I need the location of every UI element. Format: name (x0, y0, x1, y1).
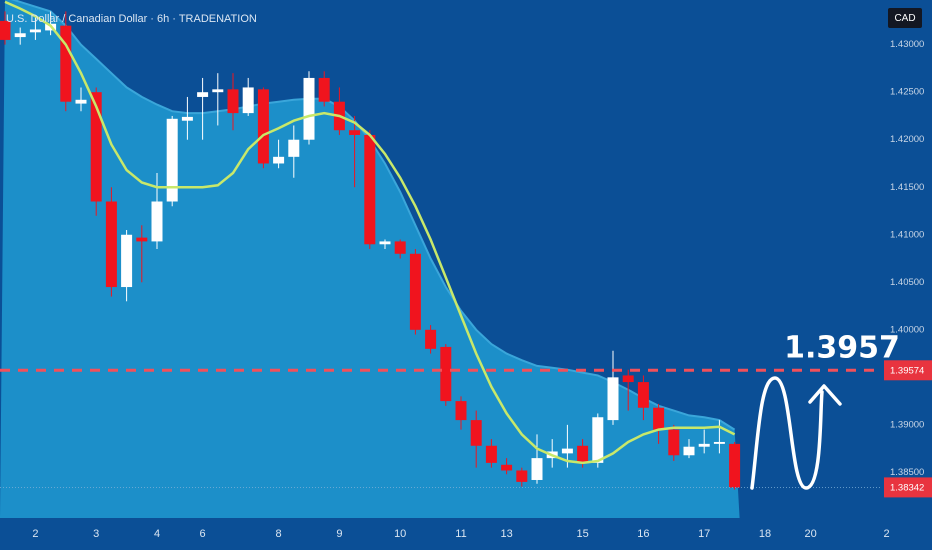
y-tick-label: 1.41500 (890, 182, 924, 193)
y-tick-label: 1.42000 (890, 134, 924, 145)
candle-body (181, 116, 193, 121)
candle-body (394, 241, 406, 254)
x-tick-label: 2 (884, 528, 890, 540)
price-tag (884, 477, 932, 498)
candle-body (637, 382, 649, 408)
arrow-drawing (750, 376, 842, 490)
candle-body (501, 464, 513, 471)
candle-body (14, 33, 26, 38)
y-tick-label: 1.40000 (890, 324, 924, 335)
candle-body (242, 87, 254, 114)
x-tick-label: 6 (200, 528, 206, 540)
candle-body (653, 407, 665, 430)
candle-body (121, 234, 133, 288)
candle-body (577, 445, 589, 463)
candle-body (60, 25, 72, 102)
plot-area (0, 0, 880, 518)
candle-body (90, 92, 102, 202)
candle-body (212, 89, 224, 93)
candle-body (561, 448, 573, 454)
price-tag (884, 360, 932, 381)
x-tick-label: 20 (804, 528, 816, 540)
x-tick-label: 8 (276, 528, 282, 540)
moving-average (4, 0, 736, 465)
cloud-area (0, 0, 740, 518)
x-tick-label: 2 (32, 528, 38, 540)
annotation: 1.3957 (784, 331, 900, 366)
candle-body (729, 443, 741, 488)
price-tag-label: 1.38342 (890, 482, 924, 493)
x-tick-label: 4 (154, 528, 160, 540)
candle-body (288, 139, 300, 157)
candle-body (455, 401, 467, 421)
candle-body (470, 420, 482, 446)
candle-body (136, 237, 148, 242)
candle-body (349, 130, 361, 135)
candle-body (607, 377, 619, 421)
x-tick-label: 13 (500, 528, 512, 540)
y-tick-label: 1.38500 (890, 467, 924, 478)
price-tag-label: 1.39574 (890, 365, 924, 376)
candle-body (227, 89, 239, 114)
candle-body (105, 201, 117, 288)
x-tick-label: 18 (759, 528, 771, 540)
candle-body (0, 20, 11, 40)
candle-body (303, 77, 315, 140)
x-tick-label: 17 (698, 528, 710, 540)
y-tick-label: 1.43000 (890, 39, 924, 50)
candle-body (273, 156, 285, 164)
x-axis-band (0, 518, 932, 550)
candle-body (409, 253, 421, 330)
candle-body (713, 441, 725, 444)
candle-body (698, 443, 710, 447)
x-tick-label: 16 (637, 528, 649, 540)
y-tick-label: 1.40500 (890, 277, 924, 288)
candle-body (440, 346, 452, 402)
x-tick-label: 15 (576, 528, 588, 540)
candle-body (364, 134, 376, 245)
candle-body (151, 201, 163, 242)
candle-body (516, 470, 528, 482)
candle-body (379, 241, 391, 245)
candle-body (622, 375, 634, 383)
candle-body (257, 89, 269, 164)
x-tick-label: 10 (394, 528, 406, 540)
x-tick-label: 3 (93, 528, 99, 540)
x-tick-label: 9 (336, 528, 342, 540)
chart-title: U.S. Dollar / Canadian Dollar · 6h · TRA… (6, 13, 257, 25)
candle-body (75, 99, 87, 104)
candle-body (197, 92, 209, 97)
y-tick-label: 1.42500 (890, 87, 924, 98)
candle-body (425, 329, 437, 349)
candle-body (531, 458, 543, 480)
candle-body (318, 77, 330, 102)
candle-body (29, 29, 41, 33)
candle-body (668, 429, 680, 456)
currency-box (888, 8, 922, 28)
candle-body (592, 417, 604, 463)
candle-body (166, 118, 178, 202)
y-tick-label: 1.39000 (890, 419, 924, 430)
y-tick-label: 1.41000 (890, 229, 924, 240)
candle-body (683, 446, 695, 456)
currency: CAD (894, 13, 915, 24)
candle-body (485, 445, 497, 463)
x-tick-label: 11 (455, 528, 466, 540)
